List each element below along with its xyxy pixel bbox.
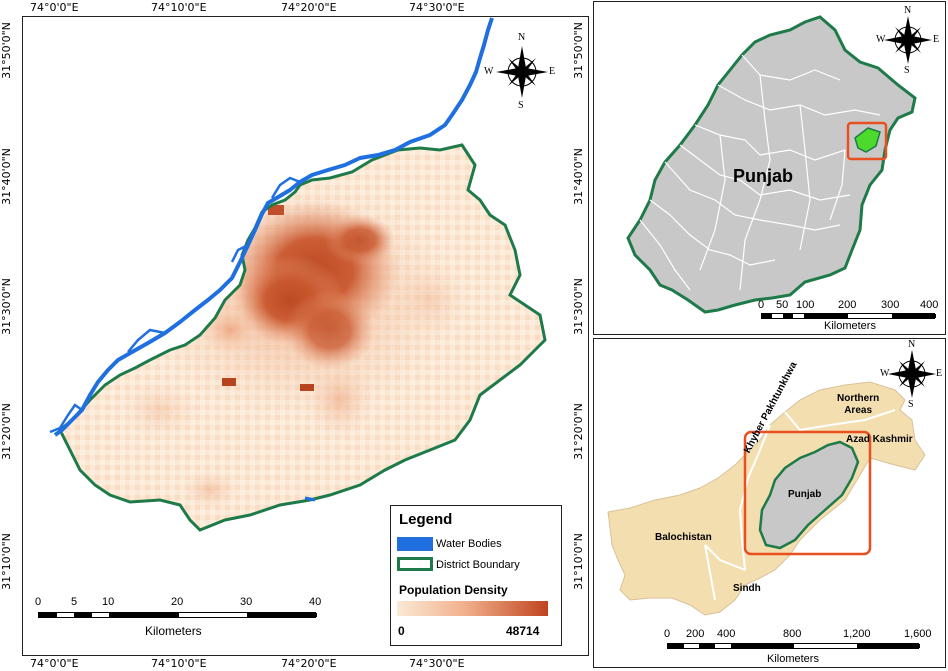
label-northern-areas: Northern Areas <box>837 393 880 416</box>
label-sindh: Sindh <box>733 583 761 594</box>
bottom-tick-74-30: 74°30'0"E <box>409 657 465 670</box>
punjab-scale-bar <box>761 313 936 319</box>
legend-boundary-swatch <box>397 557 433 571</box>
bottom-tick-74-10: 74°10'0"E <box>151 657 207 670</box>
bottom-tick-74-20: 74°20'0"E <box>281 657 337 670</box>
punjab-compass-n: N <box>904 5 912 16</box>
pakistan-punjab <box>758 440 860 550</box>
left-tick-31-30: 31°30'0"N <box>0 278 13 335</box>
legend-min: 0 <box>398 624 405 638</box>
compass-rose-icon <box>496 46 548 98</box>
ravi-river <box>53 17 494 437</box>
punjab-province-map <box>626 15 932 314</box>
punjab-compass-w: W <box>876 34 886 45</box>
left-tick-31-10: 31°10'0"N <box>0 533 13 590</box>
main-scale-0: 0 <box>35 596 42 608</box>
punjab-scale-0: 0 <box>758 299 765 311</box>
punjab-compass-e: E <box>933 34 940 45</box>
left-tick-31-20: 31°20'0"N <box>0 403 13 460</box>
main-scale-unit: Kilometers <box>145 624 202 638</box>
main-scale-10: 10 <box>102 596 115 608</box>
main-scale-bar <box>38 612 317 618</box>
punjab-scale-300: 300 <box>881 299 900 311</box>
bottom-tick-74-0: 74°0'0"E <box>30 657 79 670</box>
compass-s-label: S <box>518 100 524 111</box>
main-scale-5: 5 <box>71 596 78 608</box>
legend-box <box>390 505 562 646</box>
legend-max: 48714 <box>506 624 540 638</box>
pakistan-outline <box>607 381 926 616</box>
top-tick-74-20: 74°20'0"E <box>281 1 337 14</box>
punjab-scale-100: 100 <box>796 299 815 311</box>
pak-scale-unit: Kilometers <box>767 653 819 665</box>
top-tick-74-10: 74°10'0"E <box>151 1 207 14</box>
compass-rose-icon <box>884 16 932 64</box>
pakistan-map <box>607 350 936 616</box>
lahore-highlight <box>854 127 881 153</box>
pak-scale-bar <box>667 643 920 649</box>
district-boundary <box>58 143 547 532</box>
main-scale-30: 30 <box>240 596 253 608</box>
pak-compass-e: E <box>936 368 943 379</box>
label-balochistan: Balochistan <box>655 532 712 543</box>
pak-scale-1200: 1,200 <box>843 628 871 640</box>
label-punjab: Punjab <box>788 489 822 500</box>
punjab-scale-400: 400 <box>920 299 939 311</box>
punjab-highlight-box <box>743 430 872 556</box>
main-scale-20: 20 <box>171 596 184 608</box>
legend-density-title: Population Density <box>399 583 508 597</box>
legend-water-label: Water Bodies <box>436 538 502 550</box>
left-tick-31-50: 31°50'0"N <box>0 22 13 79</box>
punjab-scale-unit: Kilometers <box>824 320 876 332</box>
punjab-outline <box>626 15 917 314</box>
study-area-box <box>846 121 888 161</box>
pak-compass-n: N <box>908 339 916 350</box>
legend-title: Legend <box>399 511 453 528</box>
label-azad-kashmir: Azad Kashmir <box>846 434 913 445</box>
pak-compass-w: W <box>880 368 890 379</box>
pak-scale-800: 800 <box>783 628 802 640</box>
punjab-label: Punjab <box>733 166 794 186</box>
punjab-compass-s: S <box>904 65 910 76</box>
main-scale-40: 40 <box>309 596 322 608</box>
legend-boundary-label: District Boundary <box>436 559 520 571</box>
pak-scale-1600: 1,600 <box>904 628 932 640</box>
punjab-scale-200: 200 <box>838 299 857 311</box>
pak-scale-400: 400 <box>717 628 736 640</box>
compass-w-label: W <box>484 66 494 77</box>
lahore-density-map <box>49 17 548 532</box>
compass-n-label: N <box>518 32 526 43</box>
punjab-scale-50: 50 <box>776 299 789 311</box>
compass-rose-icon <box>888 350 936 398</box>
top-tick-74-0: 74°0'0"E <box>30 1 79 14</box>
density-gradient-bar <box>397 601 548 616</box>
compass-e-label: E <box>549 66 556 77</box>
left-tick-31-40: 31°40'0"N <box>0 148 13 205</box>
pak-scale-0: 0 <box>664 628 671 640</box>
legend-water-swatch <box>397 537 433 551</box>
pak-compass-s: S <box>908 399 914 410</box>
pak-scale-200: 200 <box>686 628 705 640</box>
top-tick-74-30: 74°30'0"E <box>409 1 465 14</box>
